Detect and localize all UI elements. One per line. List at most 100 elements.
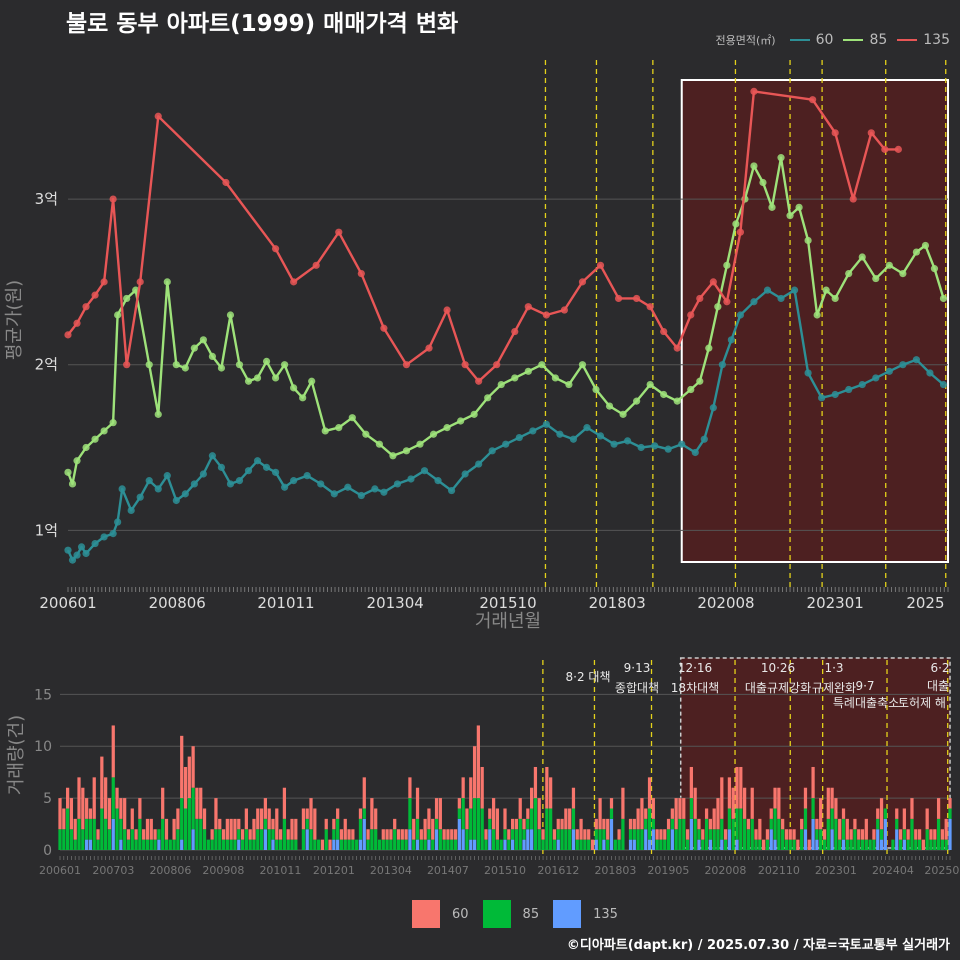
volume-bar [670,818,674,830]
data-point-60 [750,298,758,306]
volume-bar [815,818,819,830]
volume-bar [739,808,743,850]
data-point-135 [881,145,889,153]
volume-bar [720,777,724,819]
volume-bar [183,766,188,809]
volume-bar [940,829,945,840]
volume-bar [910,798,914,819]
volume-bar [739,766,743,809]
volume-bar [853,818,857,830]
volume-bar [606,818,610,840]
volume-bar [134,829,138,840]
volume-bar [145,839,150,850]
data-point-85 [605,402,614,410]
volume-bar [339,839,344,850]
volume-bar [484,839,488,850]
volume-bar [385,829,389,840]
volume-bar [636,808,640,830]
volume-bar [77,777,81,819]
volume-bar [290,839,294,850]
data-point-135 [736,228,745,236]
data-point-85 [804,236,812,245]
volume-bar [240,839,245,850]
volume-bar [598,798,602,830]
data-point-85 [899,269,907,278]
volume-bar [860,839,865,850]
volume-bar [472,798,477,840]
data-point-85 [208,352,217,361]
volume-bar [556,829,560,840]
volume-bar [883,818,887,850]
volume-bar [568,829,572,850]
volume-bar [172,839,176,850]
volume-bar [640,829,644,850]
volume-bar [628,818,633,830]
volume-bar [153,839,157,850]
volume-bar [58,798,62,830]
x-tick-label: 202301 [807,594,864,612]
volume-bar [96,839,100,850]
policy-annotation: 토허제 해 [898,696,946,710]
volume-bar [925,808,929,830]
data-point-85 [921,241,930,250]
volume-bar [396,839,401,850]
volume-bar [164,818,169,840]
policy-annotation: 9·13 [624,661,651,675]
data-point-60 [145,477,153,485]
data-point-60 [651,442,659,450]
data-point-135 [578,278,587,286]
volume-bar [556,818,560,830]
volume-bar [404,839,408,850]
data-point-85 [723,261,731,269]
volume-bar [579,839,583,850]
volume-bar [651,818,655,830]
data-point-85 [244,377,253,385]
volume-bar [712,829,716,850]
data-point-85 [660,390,668,399]
volume-bar [191,829,195,850]
data-point-135 [849,195,857,203]
data-point-85 [565,380,573,389]
volume-bar [412,839,416,850]
volume-bar [427,829,431,840]
volume-bar [244,808,248,830]
volume-bar [602,818,606,830]
x-tick-label: 201803 [589,594,646,612]
volume-bar [214,829,218,850]
data-point-60 [899,361,907,369]
volume-bar [377,839,382,850]
volume-bar [701,839,705,850]
data-point-60 [885,367,893,375]
volume-bar [442,839,446,850]
volume-bar [575,829,579,840]
data-point-135 [64,331,72,339]
volume-bar [682,818,686,850]
volume-bar [469,839,473,850]
volume-bar [294,839,298,850]
volume-bar [503,839,507,850]
volume-bar [461,798,465,830]
volume-bar [647,808,652,840]
volume-bar [111,725,115,778]
volume-bar [65,787,70,809]
volume-legend-item-60: 60 [412,900,469,928]
data-point-135 [723,298,731,306]
volume-bar [514,829,519,850]
legend-swatch-icon [553,900,582,928]
volume-bar [663,829,667,840]
volume-bar [917,829,922,840]
volume-bar [313,808,317,840]
volume-bar [457,798,461,809]
bar-x-tick-label: 201905 [647,864,689,877]
data-point-85 [443,424,451,432]
volume-bar [214,798,218,830]
data-point-135 [614,294,623,303]
data-point-60 [872,374,880,382]
data-point-135 [290,278,298,286]
policy-annotation: 대출규제강화 [745,681,811,695]
data-point-85 [732,220,740,228]
volume-bar [876,818,880,830]
volume-bar [800,829,804,850]
volume-bar [290,818,294,840]
volume-bar [765,839,770,850]
